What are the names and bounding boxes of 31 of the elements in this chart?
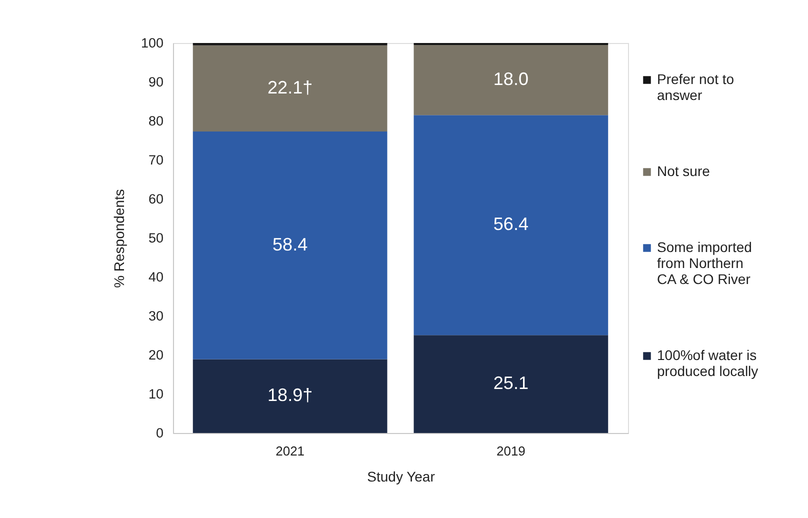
- x-tick-label: 2019: [496, 444, 526, 458]
- bar: [192, 359, 388, 433]
- data-label: 58.4: [272, 234, 308, 254]
- y-tick-label: 100: [140, 36, 164, 50]
- y-tick-label: 30: [148, 308, 164, 324]
- y-tick-label: 0: [156, 426, 164, 440]
- data-label: 25.1: [493, 373, 528, 394]
- data-label: 22.1†: [268, 77, 313, 98]
- y-tick-label: 40: [148, 270, 164, 284]
- bar: [414, 115, 608, 336]
- data-label: 18.0: [493, 69, 528, 90]
- y-tick-label: 70: [148, 152, 164, 168]
- legend-label: Prefer not to answer: [657, 71, 734, 103]
- data-label: 56.4: [493, 214, 528, 234]
- x-tick-label: 2021: [276, 444, 305, 458]
- legend-label: Some imported from Northern CA & CO River: [657, 239, 752, 287]
- legend-label: Not sure: [657, 163, 710, 179]
- bar: [192, 45, 388, 132]
- data-label: 18.9†: [268, 385, 313, 406]
- y-tick-label: 10: [148, 386, 164, 402]
- legend-label: 100%of water is produced locally: [657, 347, 758, 379]
- bar: [414, 44, 608, 116]
- y-tick-label: 60: [148, 192, 164, 206]
- bar: [414, 335, 608, 433]
- y-axis-title: % Respondents: [110, 189, 127, 288]
- y-tick-label: 50: [148, 230, 164, 246]
- y-tick-label: 20: [148, 348, 164, 362]
- x-axis-title: Study Year: [367, 468, 436, 484]
- y-tick-label: 80: [148, 114, 164, 128]
- y-tick-label: 90: [148, 74, 164, 90]
- bar: [192, 132, 388, 360]
